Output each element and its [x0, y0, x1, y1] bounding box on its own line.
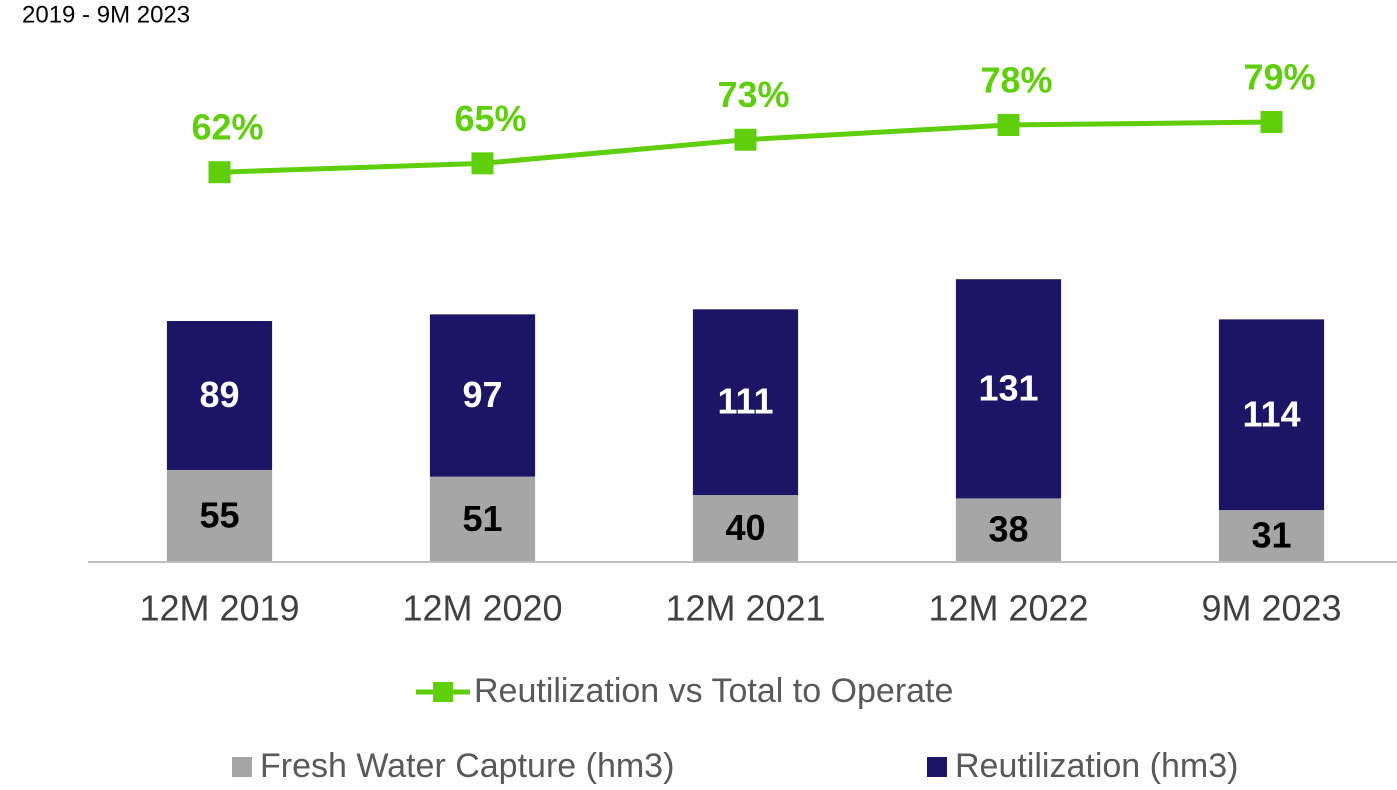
bar-segment	[166, 321, 273, 470]
data-label: 114	[1242, 393, 1300, 434]
x-tick-label: 9M 2023	[1201, 588, 1341, 629]
legend-swatch	[433, 682, 453, 702]
bar-segment	[692, 495, 799, 562]
bar-segment	[166, 469, 273, 562]
legend-label: Reutilization (hm3)	[955, 747, 1238, 785]
data-label: 89	[199, 374, 239, 415]
legend-swatch	[232, 757, 252, 777]
bar-segment	[429, 314, 536, 477]
x-tick-label: 12M 2021	[665, 588, 825, 629]
data-label: 111	[717, 381, 773, 422]
x-tick-label: 12M 2019	[139, 588, 299, 629]
line-marker	[471, 152, 494, 175]
bar-segment	[955, 498, 1062, 562]
line-marker	[1260, 111, 1283, 134]
data-label: 38	[988, 509, 1028, 550]
data-label: 55	[199, 494, 239, 535]
data-label: 79%	[1243, 57, 1315, 98]
chart-title: 2019 - 9M 2023	[22, 1, 190, 28]
x-tick-label: 12M 2020	[402, 588, 562, 629]
x-tick-label: 12M 2022	[928, 588, 1088, 629]
data-label: 78%	[980, 59, 1052, 100]
bar-segment	[1218, 510, 1325, 562]
legend-label: Reutilization vs Total to Operate	[474, 672, 953, 710]
data-label: 51	[462, 498, 502, 539]
line-marker	[734, 128, 757, 151]
legend-swatch	[927, 757, 947, 777]
data-label: 97	[462, 374, 502, 415]
bar-segment	[429, 476, 536, 562]
legend-label: Fresh Water Capture (hm3)	[260, 747, 674, 785]
line-marker	[208, 161, 231, 184]
bar-segment	[692, 309, 799, 496]
data-label: 62%	[191, 107, 263, 148]
data-label: 31	[1251, 515, 1291, 556]
bar-segment	[1218, 319, 1325, 511]
data-label: 40	[725, 507, 765, 548]
data-label: 131	[978, 367, 1038, 408]
data-label: 73%	[717, 74, 789, 115]
data-label: 65%	[454, 98, 526, 139]
line-marker	[997, 113, 1020, 136]
bar-segment	[955, 279, 1062, 499]
